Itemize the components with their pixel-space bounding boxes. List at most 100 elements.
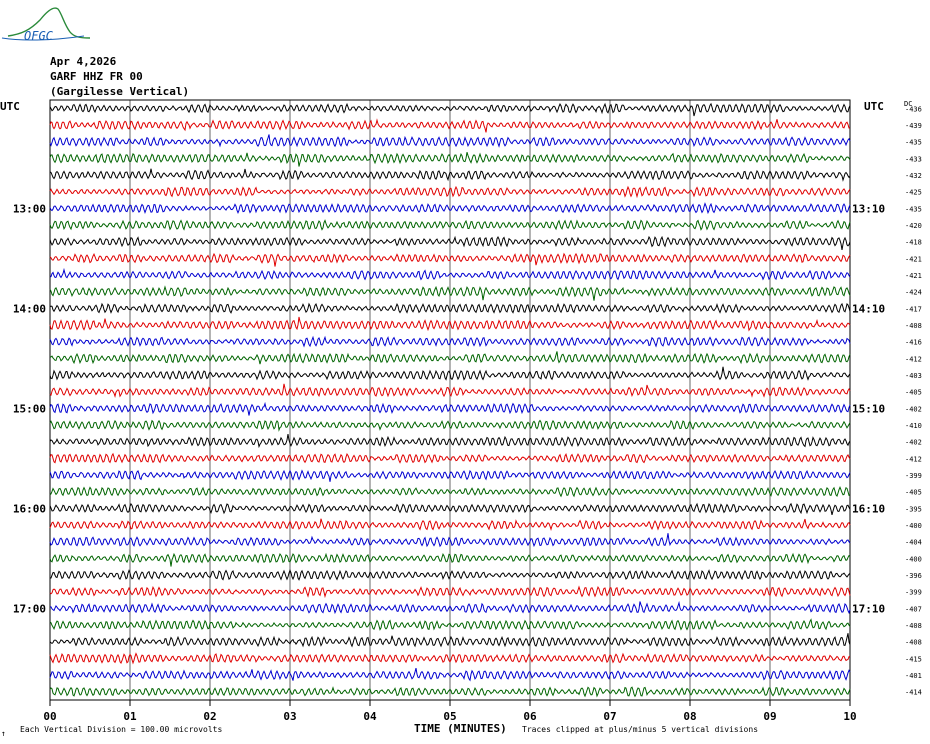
- vertical-division-note: Each Vertical Division = 100.00 microvol…: [20, 725, 222, 734]
- seismic-trace-line: [49, 285, 851, 301]
- seismic-trace-line: [49, 219, 851, 231]
- dc-offset-value: -421: [905, 255, 922, 263]
- header-station: GARF HHZ FR 00: [50, 70, 143, 83]
- right-time-labels: 13:10 14:10 15:10 16:10 17:10: [852, 202, 885, 615]
- x-tick-label: 10: [843, 710, 856, 723]
- dc-offset-value: -415: [905, 655, 922, 663]
- x-tick-label: 07: [603, 710, 616, 723]
- dc-offset-value: -424: [905, 289, 922, 297]
- seismic-trace-line: [49, 202, 851, 215]
- seismic-trace-line: [49, 667, 851, 682]
- dc-offset-value: -408: [905, 639, 922, 647]
- seismic-trace-line: [49, 618, 851, 631]
- seismic-trace-line: [49, 366, 851, 381]
- dc-offset-value: -400: [905, 555, 922, 563]
- x-tick-label: 04: [363, 710, 377, 723]
- seismic-trace-line: [49, 600, 851, 615]
- seismic-trace-line: [49, 652, 851, 665]
- dc-offset-value: -399: [905, 589, 922, 597]
- header-date: Apr 4,2026: [50, 55, 117, 68]
- seismic-trace-line: [49, 502, 851, 516]
- dc-offset-value: -433: [905, 155, 922, 163]
- dc-offset-value: -407: [905, 605, 922, 613]
- seismic-trace-line: [49, 452, 851, 464]
- seismic-traces: [49, 102, 851, 698]
- x-tick-label: 05: [443, 710, 456, 723]
- seismic-trace-line: [49, 134, 851, 148]
- left-hour-label: 15:00: [13, 402, 46, 415]
- seismic-trace-line: [49, 267, 851, 281]
- dc-offset-value: -439: [905, 122, 922, 130]
- dc-offset-value: -418: [905, 239, 922, 247]
- left-time-labels: 13:00 14:00 15:00 16:00 17:00: [13, 202, 46, 615]
- dc-offset-value: -412: [905, 455, 922, 463]
- x-tick-label: 06: [523, 710, 537, 723]
- header-location: (Gargilesse Vertical): [50, 85, 189, 98]
- dc-offset-value: -412: [905, 355, 922, 363]
- dc-offset-value: -405: [905, 389, 922, 397]
- x-axis-title: TIME (MINUTES): [414, 722, 507, 735]
- seismic-trace-line: [49, 419, 851, 432]
- left-hour-label: 17:00: [13, 602, 46, 615]
- ofgc-logo: OFGC: [1, 7, 91, 43]
- seismic-trace-line: [49, 533, 851, 548]
- clip-note: Traces clipped at plus/minus 5 vertical …: [522, 725, 758, 734]
- seismic-trace-line: [49, 235, 851, 251]
- seismic-trace-line: [49, 433, 851, 449]
- seismic-trace-line: [49, 585, 851, 599]
- dc-header: DC: [904, 100, 912, 108]
- seismic-trace-line: [49, 252, 851, 267]
- x-tick-label: 01: [123, 710, 137, 723]
- x-tick-label: 09: [763, 710, 776, 723]
- dc-offset-labels: -436 -439 -435 -433 -432 -425 -435 -420 -418 -421…: [905, 105, 922, 696]
- seismic-trace-line: [49, 335, 851, 348]
- right-hour-label: 16:10: [852, 502, 885, 515]
- dc-offset-value: -396: [905, 572, 922, 580]
- seismic-trace-line: [49, 485, 851, 498]
- x-tick-label: 03: [283, 710, 296, 723]
- seismic-trace-line: [49, 686, 851, 698]
- dc-offset-value: -436: [905, 105, 922, 113]
- dc-offset-value: -395: [905, 505, 922, 513]
- dc-offset-value: -403: [905, 372, 922, 380]
- logo-curve: [7, 7, 91, 39]
- dc-offset-value: -402: [905, 439, 922, 447]
- dc-offset-value: -416: [905, 339, 922, 347]
- x-tick-labels: 00 01 02 03 04 05 06 07 08 09 10: [43, 710, 856, 723]
- x-tick-label: 00: [43, 710, 56, 723]
- dc-offset-value: -425: [905, 189, 922, 197]
- dc-offset-value: -435: [905, 139, 922, 147]
- scale-mark: ↑: [1, 729, 6, 738]
- logo-swoosh: [1, 35, 85, 41]
- seismic-trace-line: [49, 302, 851, 314]
- dc-offset-value: -410: [905, 422, 922, 430]
- dc-offset-value: -404: [905, 539, 922, 547]
- seismic-trace-line: [49, 102, 851, 117]
- seismic-trace-line: [49, 168, 851, 182]
- plot-grid: [49, 99, 851, 706]
- left-hour-label: 14:00: [13, 302, 46, 315]
- utc-left-label: UTC: [0, 100, 20, 113]
- seismic-trace-line: [49, 316, 851, 332]
- dc-offset-value: -420: [905, 222, 922, 230]
- dc-offset-value: -408: [905, 622, 922, 630]
- dc-offset-value: -399: [905, 472, 922, 480]
- dc-offset-value: -401: [905, 672, 922, 680]
- right-hour-label: 17:10: [852, 602, 885, 615]
- seismic-trace-line: [49, 552, 851, 567]
- right-hour-label: 15:10: [852, 402, 885, 415]
- seismic-trace-line: [49, 185, 851, 199]
- utc-right-label: UTC: [864, 100, 884, 113]
- dc-offset-value: -417: [905, 305, 922, 313]
- left-hour-label: 16:00: [13, 502, 46, 515]
- dc-offset-value: -414: [905, 689, 922, 697]
- seismic-trace-line: [49, 518, 851, 531]
- seismic-trace-line: [49, 351, 851, 365]
- dc-offset-value: -421: [905, 272, 922, 280]
- dc-offset-value: -400: [905, 522, 922, 530]
- seismic-trace-line: [49, 569, 851, 581]
- left-hour-label: 13:00: [13, 202, 46, 215]
- x-tick-label: 02: [203, 710, 216, 723]
- seismic-trace-line: [49, 383, 851, 398]
